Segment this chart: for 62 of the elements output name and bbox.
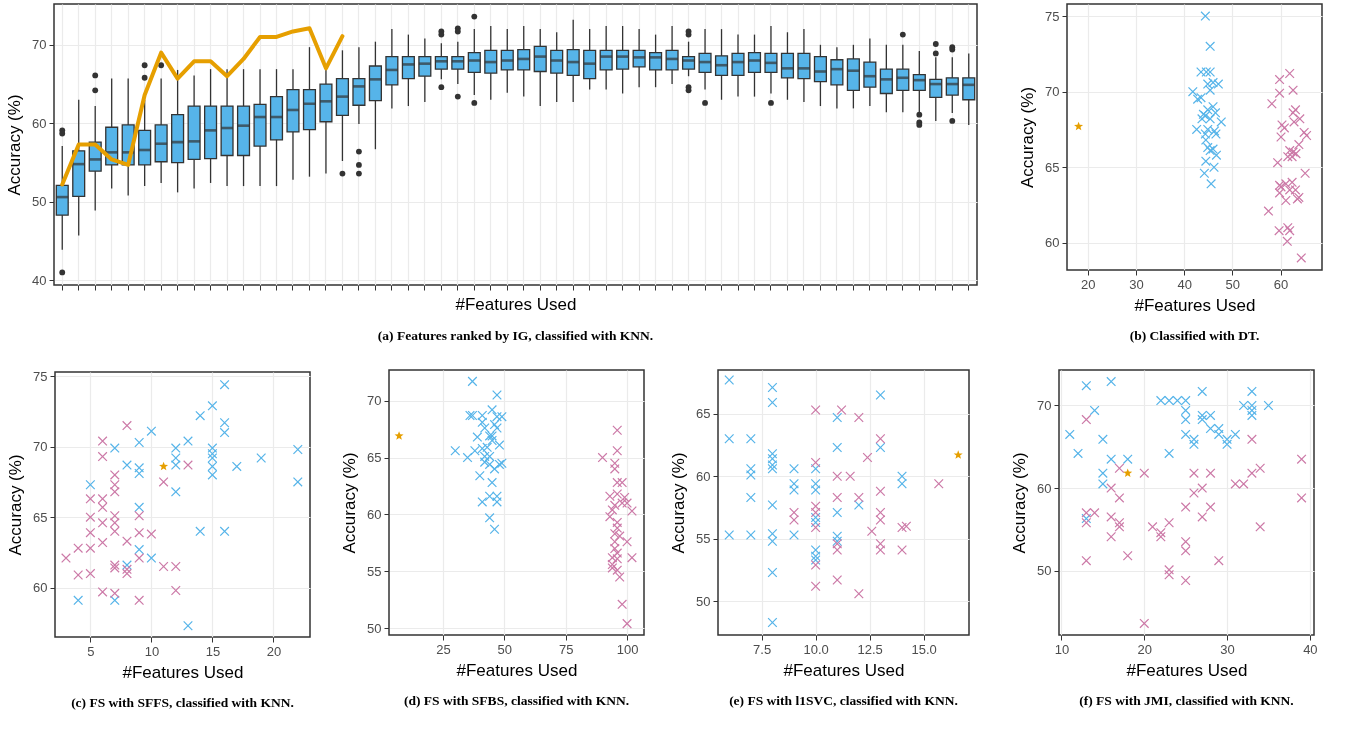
y-tick-label: 60 — [696, 468, 711, 484]
text: (e) FS with l1SVC, classified with KNN. — [729, 693, 958, 708]
y-tick-label: 70 — [32, 37, 47, 53]
x-axis-title: #Features Used — [122, 662, 244, 682]
y-axis-title: Accuracy (%) — [669, 452, 689, 554]
y-tick-label: 75 — [1045, 8, 1060, 24]
y-tick-label: 60 — [1045, 235, 1060, 251]
y-tick-label: 50 — [1037, 563, 1052, 579]
y-axis-title: Accuracy (%) — [5, 94, 25, 196]
y-tick-label: 55 — [696, 531, 711, 547]
x-tick-label: 20 — [1137, 641, 1153, 657]
x-tick-label: 15 — [205, 643, 221, 659]
x-tick-label: 50 — [497, 641, 513, 657]
text: (d) FS with SFBS, classified with KNN. — [403, 693, 630, 708]
x-tick-label: 12.5 — [857, 641, 883, 657]
x-tick-label: 75 — [558, 641, 574, 657]
x-tick-label: 40 — [1177, 276, 1192, 292]
x-tick-label: 20 — [1080, 276, 1096, 292]
y-tick-label: 65 — [696, 406, 711, 422]
y-axis-title: Accuracy (%) — [6, 454, 26, 556]
x-tick-label: 100 — [616, 641, 639, 657]
x-tick-label: 7.5 — [753, 641, 772, 657]
y-tick-label: 75 — [33, 368, 48, 384]
y-tick-label: 55 — [367, 563, 382, 579]
text: (c) FS with SFFS, classified with KNN. — [71, 695, 294, 710]
y-tick-label: 70 — [367, 393, 382, 409]
y-tick-label: 50 — [367, 620, 382, 636]
y-tick-label: 65 — [33, 509, 48, 525]
x-tick-label: 10 — [144, 643, 160, 659]
y-tick-label: 50 — [696, 593, 711, 609]
x-tick-label: 10.0 — [803, 641, 829, 657]
y-tick-label: 70 — [1045, 84, 1060, 100]
y-tick-label: 60 — [33, 580, 48, 596]
x-tick-label: 10 — [1054, 641, 1070, 657]
x-tick-label: 30 — [1129, 276, 1144, 292]
y-tick-label: 60 — [1037, 480, 1052, 496]
x-axis-title: #Features Used — [456, 660, 578, 680]
x-tick-label: 5 — [87, 643, 95, 659]
x-axis-title: #Features Used — [1134, 295, 1256, 315]
y-axis-title: Accuracy (%) — [1018, 86, 1038, 189]
y-tick-label: 50 — [32, 194, 47, 210]
y-tick-label: 70 — [1037, 398, 1052, 413]
text: (f) FS with JMI, classified with KNN. — [1079, 693, 1294, 708]
text: (a) Features ranked by IG, classified with KNN. — [377, 327, 654, 343]
y-tick-label: 65 — [1045, 159, 1060, 175]
x-axis-title: #Features Used — [1126, 660, 1248, 680]
x-tick-label: 50 — [1225, 276, 1241, 292]
x-tick-label: 60 — [1273, 276, 1289, 292]
y-tick-label: 60 — [367, 506, 382, 522]
x-axis-title: #Features Used — [783, 660, 905, 680]
y-tick-label: 60 — [32, 115, 47, 131]
x-tick-label: 30 — [1220, 641, 1235, 657]
x-tick-label: 15.0 — [911, 641, 937, 657]
y-tick-label: 65 — [367, 450, 382, 466]
x-tick-label: 25 — [436, 641, 451, 657]
y-tick-label: 70 — [33, 439, 48, 455]
x-tick-label: 20 — [266, 643, 282, 659]
x-tick-label: 40 — [1303, 641, 1318, 657]
y-axis-title: Accuracy (%) — [340, 452, 360, 554]
y-axis-title: Accuracy (%) — [1010, 452, 1030, 554]
x-axis-title: #Features Used — [455, 295, 577, 314]
text: (b) Classified with DT. — [1129, 328, 1260, 343]
